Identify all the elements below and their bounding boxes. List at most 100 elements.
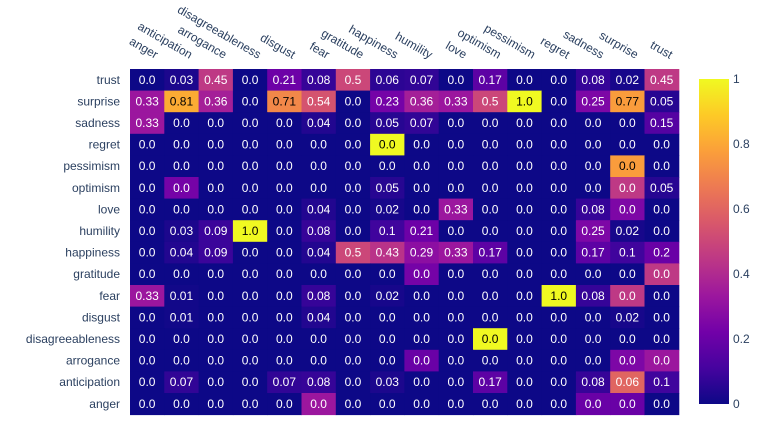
heatmap-cell — [198, 133, 234, 156]
heatmap-cell — [575, 155, 611, 178]
heatmap-cell — [610, 155, 645, 178]
heatmap-cell-value: 0.17 — [478, 73, 502, 87]
heatmap-cell-value: 0.36 — [410, 94, 434, 108]
heatmap-cell — [370, 112, 405, 135]
heatmap-cell-value: 0.04 — [307, 116, 331, 130]
heatmap-cell — [541, 198, 577, 221]
heatmap-cell — [164, 393, 200, 416]
heatmap-cell — [301, 263, 337, 286]
heatmap-cell-value: 0.0 — [413, 138, 430, 152]
heatmap-cell-value: 0.0 — [310, 332, 327, 346]
heatmap-cell — [335, 393, 371, 416]
heatmap-cell — [541, 371, 577, 394]
heatmap-cell — [301, 69, 337, 92]
y-tick-label: fear — [99, 289, 120, 303]
heatmap-cell-value: 0.0 — [310, 267, 327, 281]
heatmap-cell-value: 0.0 — [448, 354, 465, 368]
heatmap-cell — [610, 90, 645, 113]
heatmap-cell — [575, 198, 611, 221]
heatmap-cell-value: 0.02 — [376, 202, 400, 216]
heatmap-cell — [438, 263, 474, 286]
heatmap-cell-value: 0.0 — [413, 310, 430, 324]
heatmap-cell — [267, 198, 302, 221]
heatmap-cell — [370, 371, 405, 394]
heatmap-cell — [644, 285, 680, 308]
heatmap-cell-value: 0.0 — [516, 73, 533, 87]
y-tick-label: trust — [97, 73, 121, 87]
heatmap-cell-value: 0.03 — [170, 73, 194, 87]
heatmap-cell-value: 0.0 — [345, 116, 362, 130]
heatmap-cell — [473, 285, 508, 308]
heatmap-cell-value: 0.08 — [307, 224, 331, 238]
heatmap-cell-value: 0.0 — [242, 116, 259, 130]
heatmap-cell — [301, 393, 337, 416]
heatmap-cell-value: 0.0 — [516, 354, 533, 368]
heatmap-cell — [438, 198, 474, 221]
heatmap-cell — [404, 90, 440, 113]
heatmap-cell-value: 0.0 — [516, 375, 533, 389]
heatmap-cell-value: 0.0 — [345, 310, 362, 324]
heatmap-cell — [575, 69, 611, 92]
heatmap-cell — [301, 155, 337, 178]
heatmap-cell — [473, 306, 508, 329]
heatmap-cell — [644, 155, 680, 178]
heatmap-cell — [473, 220, 508, 243]
heatmap-cell-value: 0.17 — [478, 246, 502, 260]
heatmap-cell-value: 0.0 — [585, 138, 602, 152]
heatmap-cell-value: 0.02 — [616, 73, 640, 87]
heatmap-cell — [610, 263, 645, 286]
heatmap-cell — [198, 306, 234, 329]
colorbar-tick-label: 0.4 — [733, 267, 750, 281]
heatmap-cell-value: 0.0 — [448, 289, 465, 303]
heatmap-cell — [301, 285, 337, 308]
heatmap-cell-value: 1.0 — [242, 224, 259, 238]
heatmap-cell — [610, 112, 645, 135]
heatmap-cell-value: 0.0 — [653, 267, 670, 281]
heatmap-cell — [370, 69, 405, 92]
y-tick-label: gratitude — [73, 267, 120, 281]
heatmap-cell-value: 0.0 — [550, 94, 567, 108]
heatmap-cell-value: 0.0 — [653, 289, 670, 303]
heatmap-cell-value: 0.71 — [273, 94, 297, 108]
y-tick-label: humility — [79, 224, 120, 238]
heatmap-cell — [610, 371, 645, 394]
heatmap-cell — [507, 133, 543, 156]
heatmap-cell-value: 0.0 — [345, 397, 362, 411]
heatmap-cell — [541, 306, 577, 329]
colorbar-tick-label: 0.2 — [733, 332, 750, 346]
heatmap-cell — [335, 112, 371, 135]
heatmap-cell — [473, 133, 508, 156]
heatmap-cell — [610, 328, 645, 351]
heatmap-cell-value: 0.0 — [207, 138, 224, 152]
heatmap-cell — [267, 155, 302, 178]
heatmap-cell — [644, 349, 680, 372]
heatmap-cell-value: 0.0 — [242, 94, 259, 108]
heatmap-cell-value: 0.0 — [550, 397, 567, 411]
heatmap-cell — [438, 112, 474, 135]
heatmap-cell — [507, 263, 543, 286]
heatmap-cell — [335, 198, 371, 221]
heatmap-cell — [301, 371, 337, 394]
heatmap-cell-value: 0.0 — [242, 289, 259, 303]
heatmap-cell — [232, 285, 268, 308]
heatmap-cell — [575, 371, 611, 394]
heatmap-cell — [232, 133, 268, 156]
heatmap-cell-value: 0.0 — [619, 202, 636, 216]
heatmap-cell — [404, 393, 440, 416]
heatmap-cell-value: 0.0 — [242, 397, 259, 411]
heatmap-cell-value: 0.5 — [482, 94, 499, 108]
heatmap-cell-value: 0.0 — [448, 397, 465, 411]
heatmap-cell-value: 0.0 — [619, 181, 636, 195]
heatmap-cell-value: 0.0 — [448, 73, 465, 87]
heatmap-cell-value: 0.0 — [448, 138, 465, 152]
heatmap-cell-value: 0.0 — [482, 116, 499, 130]
heatmap-cell — [164, 328, 200, 351]
heatmap-cell — [404, 241, 440, 264]
heatmap-cell — [370, 349, 405, 372]
heatmap-cell — [644, 177, 680, 200]
heatmap-cell-value: 0.0 — [345, 202, 362, 216]
heatmap-cell-value: 0.77 — [616, 94, 640, 108]
heatmap-cell-value: 0.0 — [653, 159, 670, 173]
heatmap-cell — [575, 306, 611, 329]
heatmap-cell-value: 0.07 — [410, 73, 434, 87]
